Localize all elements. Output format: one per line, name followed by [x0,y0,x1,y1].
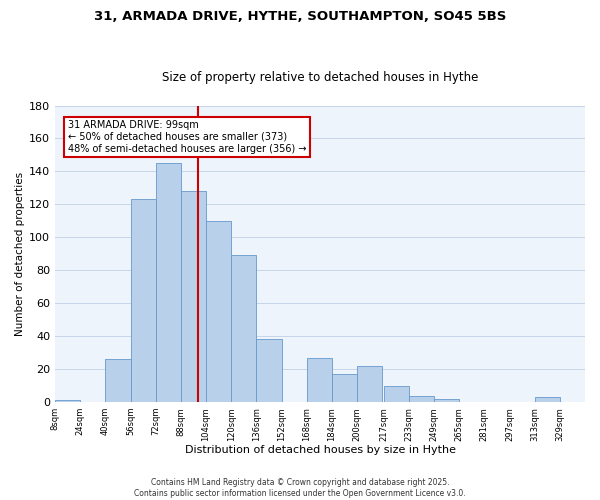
Bar [384,386,409,402]
Bar [156,163,181,402]
Bar [206,221,231,402]
Bar [256,340,281,402]
Bar [231,256,256,402]
Bar [434,399,459,402]
Bar [535,397,560,402]
Text: 31 ARMADA DRIVE: 99sqm
← 50% of detached houses are smaller (373)
48% of semi-de: 31 ARMADA DRIVE: 99sqm ← 50% of detached… [68,120,306,154]
Text: Contains HM Land Registry data © Crown copyright and database right 2025.
Contai: Contains HM Land Registry data © Crown c… [134,478,466,498]
X-axis label: Distribution of detached houses by size in Hythe: Distribution of detached houses by size … [185,445,455,455]
Bar [307,358,332,402]
Bar [131,200,156,402]
Title: Size of property relative to detached houses in Hythe: Size of property relative to detached ho… [162,70,478,84]
Bar [357,366,382,402]
Text: 31, ARMADA DRIVE, HYTHE, SOUTHAMPTON, SO45 5BS: 31, ARMADA DRIVE, HYTHE, SOUTHAMPTON, SO… [94,10,506,23]
Bar [106,360,131,402]
Bar [332,374,357,402]
Bar [55,400,80,402]
Y-axis label: Number of detached properties: Number of detached properties [15,172,25,336]
Bar [409,396,434,402]
Bar [181,191,206,402]
